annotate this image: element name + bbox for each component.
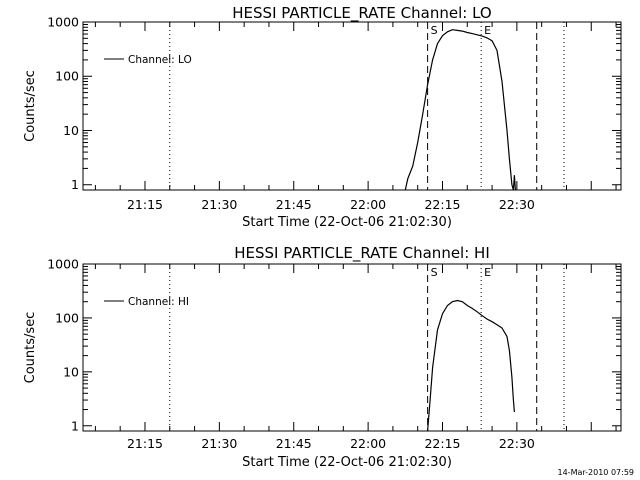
x-tick-label: 22:00 <box>350 197 386 212</box>
chart-title: HESSI PARTICLE_RATE Channel: LO <box>232 4 491 23</box>
legend-entry-label: Channel: LO <box>128 54 192 66</box>
x-tick-label: 21:15 <box>127 436 163 451</box>
y-tick-label: 1 <box>71 418 79 433</box>
x-axis-label: Start Time (22-Oct-06 21:02:30) <box>242 455 452 470</box>
x-tick-label: 21:45 <box>276 436 312 451</box>
y-tick-label: 10 <box>63 364 79 379</box>
x-tick-label: 22:00 <box>350 436 386 451</box>
x-tick-label: 22:15 <box>424 197 460 212</box>
y-tick-label: 10 <box>63 123 79 138</box>
x-tick-label: 21:30 <box>201 436 237 451</box>
x-tick-label: 21:45 <box>276 197 312 212</box>
plot-frame <box>82 263 622 432</box>
marker-label-s: S <box>431 266 438 279</box>
x-axis-label: Start Time (22-Oct-06 21:02:30) <box>242 215 452 230</box>
y-tick-label: 1000 <box>47 15 79 30</box>
y-tick-label: 1000 <box>47 257 79 272</box>
y-axis-label: Counts/sec <box>23 312 38 384</box>
chart-panel-hi: HESSI PARTICLE_RATE Channel: HI 21:15 21:3… <box>23 244 622 470</box>
y-tick-label: 1 <box>71 177 79 192</box>
x-tick-label: 22:30 <box>499 436 535 451</box>
y-axis-label: Counts/sec <box>23 70 38 142</box>
x-tick-label: 22:15 <box>424 436 460 451</box>
chart-panel-lo: HESSI PARTICLE_RATE Channel: LO 21:15 21:3… <box>23 4 622 230</box>
y-tick-label: 100 <box>55 69 79 84</box>
chart-title: HESSI PARTICLE_RATE Channel: HI <box>234 244 490 263</box>
plot-frame <box>82 21 622 191</box>
x-tick-label: 21:15 <box>127 197 163 212</box>
marker-label-e: E <box>484 266 491 279</box>
series-line-lo <box>404 29 516 191</box>
marker-label-e: E <box>484 24 491 37</box>
timestamp-label: 14-Mar-2010 07:59 <box>558 468 635 477</box>
series-line-hi <box>427 299 515 432</box>
legend-entry-label: Channel: HI <box>128 296 189 308</box>
x-tick-label: 22:30 <box>499 197 535 212</box>
x-tick-label: 21:30 <box>201 197 237 212</box>
marker-label-s: S <box>431 24 438 37</box>
y-tick-label: 100 <box>55 310 79 325</box>
